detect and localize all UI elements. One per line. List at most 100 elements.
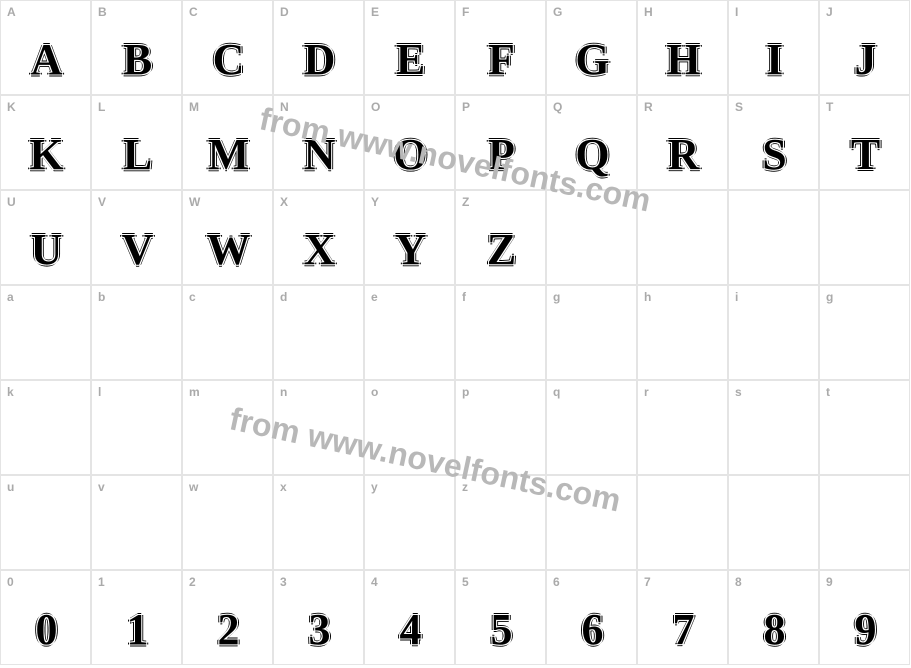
glyph-cell: y: [364, 475, 455, 570]
glyph-cell: [546, 475, 637, 570]
glyph-cell: TT: [819, 95, 910, 190]
glyph-cell: v: [91, 475, 182, 570]
glyph-cell: OO: [364, 95, 455, 190]
cell-label: B: [98, 5, 107, 19]
glyph-cell: MM: [182, 95, 273, 190]
glyph: T: [851, 133, 878, 177]
glyph: Y: [395, 228, 425, 272]
glyph-cell: t: [819, 380, 910, 475]
cell-label: 7: [644, 575, 651, 589]
glyph: F: [488, 38, 513, 82]
glyph: X: [304, 228, 334, 272]
glyph-cell: [728, 475, 819, 570]
glyph: E: [396, 38, 423, 82]
cell-label: I: [735, 5, 738, 19]
cell-label: Z: [462, 195, 469, 209]
glyph: 9: [855, 608, 875, 652]
cell-label: i: [735, 290, 738, 304]
glyph-cell: XX: [273, 190, 364, 285]
glyph-cell: 55: [455, 570, 546, 665]
glyph-cell: g: [819, 285, 910, 380]
cell-label: 1: [98, 575, 105, 589]
glyph-cell: [819, 190, 910, 285]
glyph: L: [123, 133, 150, 177]
glyph-cell: DD: [273, 0, 364, 95]
cell-label: A: [7, 5, 16, 19]
glyph: I: [766, 38, 781, 82]
glyph-cell: 66: [546, 570, 637, 665]
glyph-cell: PP: [455, 95, 546, 190]
glyph-cell: l: [91, 380, 182, 475]
cell-label: 9: [826, 575, 833, 589]
glyph: O: [393, 133, 425, 177]
glyph-cell: LL: [91, 95, 182, 190]
glyph-cell: NN: [273, 95, 364, 190]
glyph-cell: 00: [0, 570, 91, 665]
glyph: V: [122, 228, 152, 272]
cell-label: T: [826, 100, 833, 114]
cell-label: r: [644, 385, 649, 399]
glyph-cell: 44: [364, 570, 455, 665]
cell-label: V: [98, 195, 106, 209]
glyph-cell: c: [182, 285, 273, 380]
glyph: Z: [487, 228, 514, 272]
glyph: 7: [673, 608, 693, 652]
glyph: M: [208, 133, 248, 177]
cell-label: L: [98, 100, 105, 114]
cell-label: C: [189, 5, 198, 19]
glyph: S: [762, 133, 784, 177]
glyph-cell: z: [455, 475, 546, 570]
cell-label: a: [7, 290, 14, 304]
glyph: U: [31, 228, 61, 272]
glyph: B: [123, 38, 150, 82]
glyph-cell: WW: [182, 190, 273, 285]
cell-label: x: [280, 480, 287, 494]
cell-label: p: [462, 385, 469, 399]
cell-label: k: [7, 385, 14, 399]
glyph: P: [488, 133, 513, 177]
cell-label: F: [462, 5, 469, 19]
glyph: G: [575, 38, 607, 82]
glyph-cell: u: [0, 475, 91, 570]
glyph-cell: UU: [0, 190, 91, 285]
glyph: K: [29, 133, 61, 177]
glyph: C: [213, 38, 243, 82]
glyph-cell: JJ: [819, 0, 910, 95]
cell-label: 2: [189, 575, 196, 589]
cell-label: Y: [371, 195, 379, 209]
glyph-cell: CC: [182, 0, 273, 95]
glyph-cell: 77: [637, 570, 728, 665]
glyph-cell: YY: [364, 190, 455, 285]
glyph-cell: [637, 475, 728, 570]
cell-label: y: [371, 480, 378, 494]
cell-label: U: [7, 195, 16, 209]
cell-label: z: [462, 480, 468, 494]
glyph-cell: m: [182, 380, 273, 475]
cell-label: M: [189, 100, 199, 114]
cell-label: 0: [7, 575, 14, 589]
glyph: A: [31, 38, 61, 82]
glyph-cell: RR: [637, 95, 728, 190]
cell-label: J: [826, 5, 833, 19]
cell-label: G: [553, 5, 562, 19]
cell-label: N: [280, 100, 289, 114]
glyph-cell: e: [364, 285, 455, 380]
cell-label: n: [280, 385, 287, 399]
glyph-cell: [728, 190, 819, 285]
cell-label: S: [735, 100, 743, 114]
glyph-cell: [546, 190, 637, 285]
glyph: D: [304, 38, 334, 82]
cell-label: c: [189, 290, 196, 304]
cell-label: s: [735, 385, 742, 399]
glyph-cell: 99: [819, 570, 910, 665]
cell-label: w: [189, 480, 198, 494]
glyph-cell: p: [455, 380, 546, 475]
glyph-cell: n: [273, 380, 364, 475]
cell-label: d: [280, 290, 287, 304]
glyph-cell: r: [637, 380, 728, 475]
glyph-cell: 11: [91, 570, 182, 665]
glyph-cell: f: [455, 285, 546, 380]
glyph-cell: AA: [0, 0, 91, 95]
glyph-cell: SS: [728, 95, 819, 190]
cell-label: h: [644, 290, 651, 304]
